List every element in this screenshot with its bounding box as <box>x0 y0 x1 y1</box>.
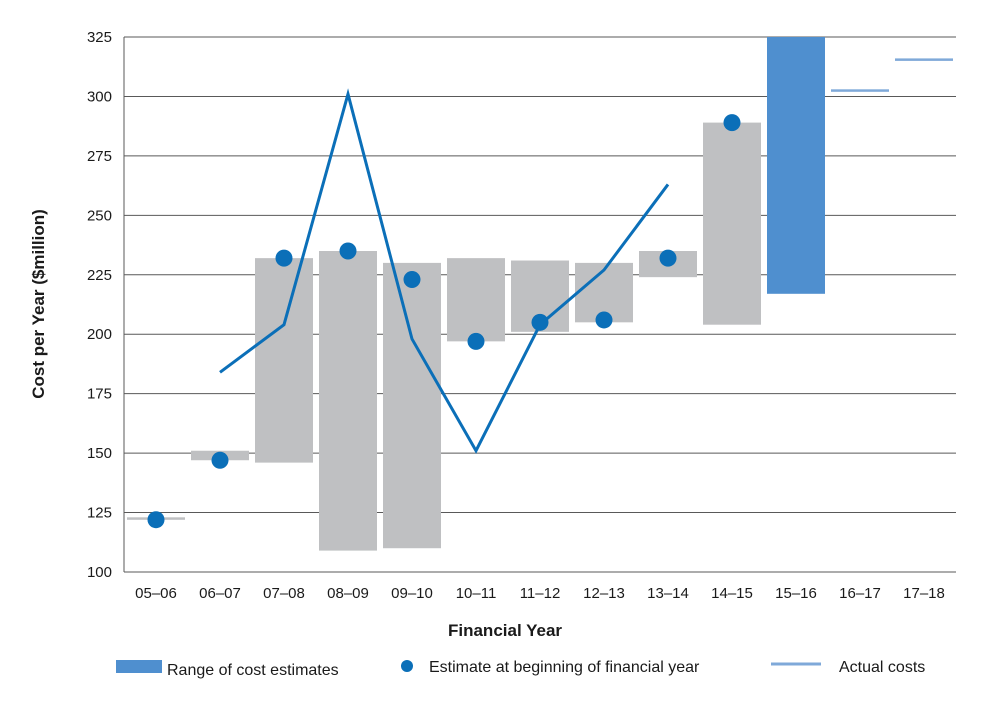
x-tick-label: 15–16 <box>775 585 817 602</box>
y-tick-label: 250 <box>87 207 112 224</box>
estimate-point <box>403 271 421 289</box>
range-bar <box>895 58 953 61</box>
estimate-point <box>723 114 741 132</box>
y-tick-label: 100 <box>87 564 112 581</box>
estimate-point <box>275 249 293 267</box>
x-tick-label: 12–13 <box>583 585 625 602</box>
y-axis-title: Cost per Year ($million) <box>29 209 48 399</box>
range-bar <box>447 258 505 342</box>
estimate-point <box>339 242 357 260</box>
estimate-point <box>467 332 485 350</box>
y-tick-label: 225 <box>87 267 112 284</box>
range-bar <box>703 122 761 325</box>
x-tick-label: 06–07 <box>199 585 241 602</box>
x-tick-label: 05–06 <box>135 585 177 602</box>
range-bar <box>383 262 441 549</box>
estimate-point <box>659 249 677 267</box>
x-tick-label: 13–14 <box>647 585 689 602</box>
x-tick-label: 17–18 <box>903 585 945 602</box>
y-tick-label: 150 <box>87 445 112 462</box>
estimate-markers <box>147 114 741 529</box>
legend-range-label: Range of cost estimates <box>167 662 339 679</box>
estimate-point <box>147 511 165 529</box>
estimate-point <box>211 451 229 469</box>
actual-costs-series <box>219 88 670 454</box>
x-tick-label: 07–08 <box>263 585 305 602</box>
y-tick-label: 275 <box>87 148 112 165</box>
y-axis-ticks: 100 125 150 175 200 225 250 275 300 325 <box>87 29 112 581</box>
estimate-point <box>595 311 613 329</box>
legend-estimate-swatch <box>401 660 413 672</box>
y-tick-label: 300 <box>87 88 112 105</box>
x-tick-label: 14–15 <box>711 585 753 602</box>
y-tick-label: 175 <box>87 386 112 403</box>
range-bar <box>319 251 377 551</box>
x-axis-ticks: 05–06 06–07 07–08 08–09 09–10 10–11 11–12 12–13… <box>135 585 945 602</box>
range-bars <box>127 37 953 551</box>
actual-costs-line <box>219 88 670 454</box>
legend-range-swatch <box>116 660 162 673</box>
x-tick-label: 11–12 <box>520 585 561 602</box>
x-tick-label: 16–17 <box>839 585 881 602</box>
estimate-point <box>531 313 549 331</box>
legend: Range of cost estimates Estimate at begi… <box>116 659 925 679</box>
x-tick-label: 10–11 <box>456 585 497 602</box>
x-tick-label: 09–10 <box>391 585 433 602</box>
range-bar <box>255 258 313 463</box>
range-bar <box>831 89 889 92</box>
range-bar <box>767 37 825 294</box>
legend-actual-label: Actual costs <box>839 659 925 676</box>
legend-estimate-label: Estimate at beginning of financial year <box>429 659 700 676</box>
x-axis-title: Financial Year <box>448 621 562 640</box>
x-tick-label: 08–09 <box>327 585 369 602</box>
y-tick-label: 200 <box>87 326 112 343</box>
y-tick-label: 125 <box>87 505 112 522</box>
y-tick-label: 325 <box>87 29 112 46</box>
